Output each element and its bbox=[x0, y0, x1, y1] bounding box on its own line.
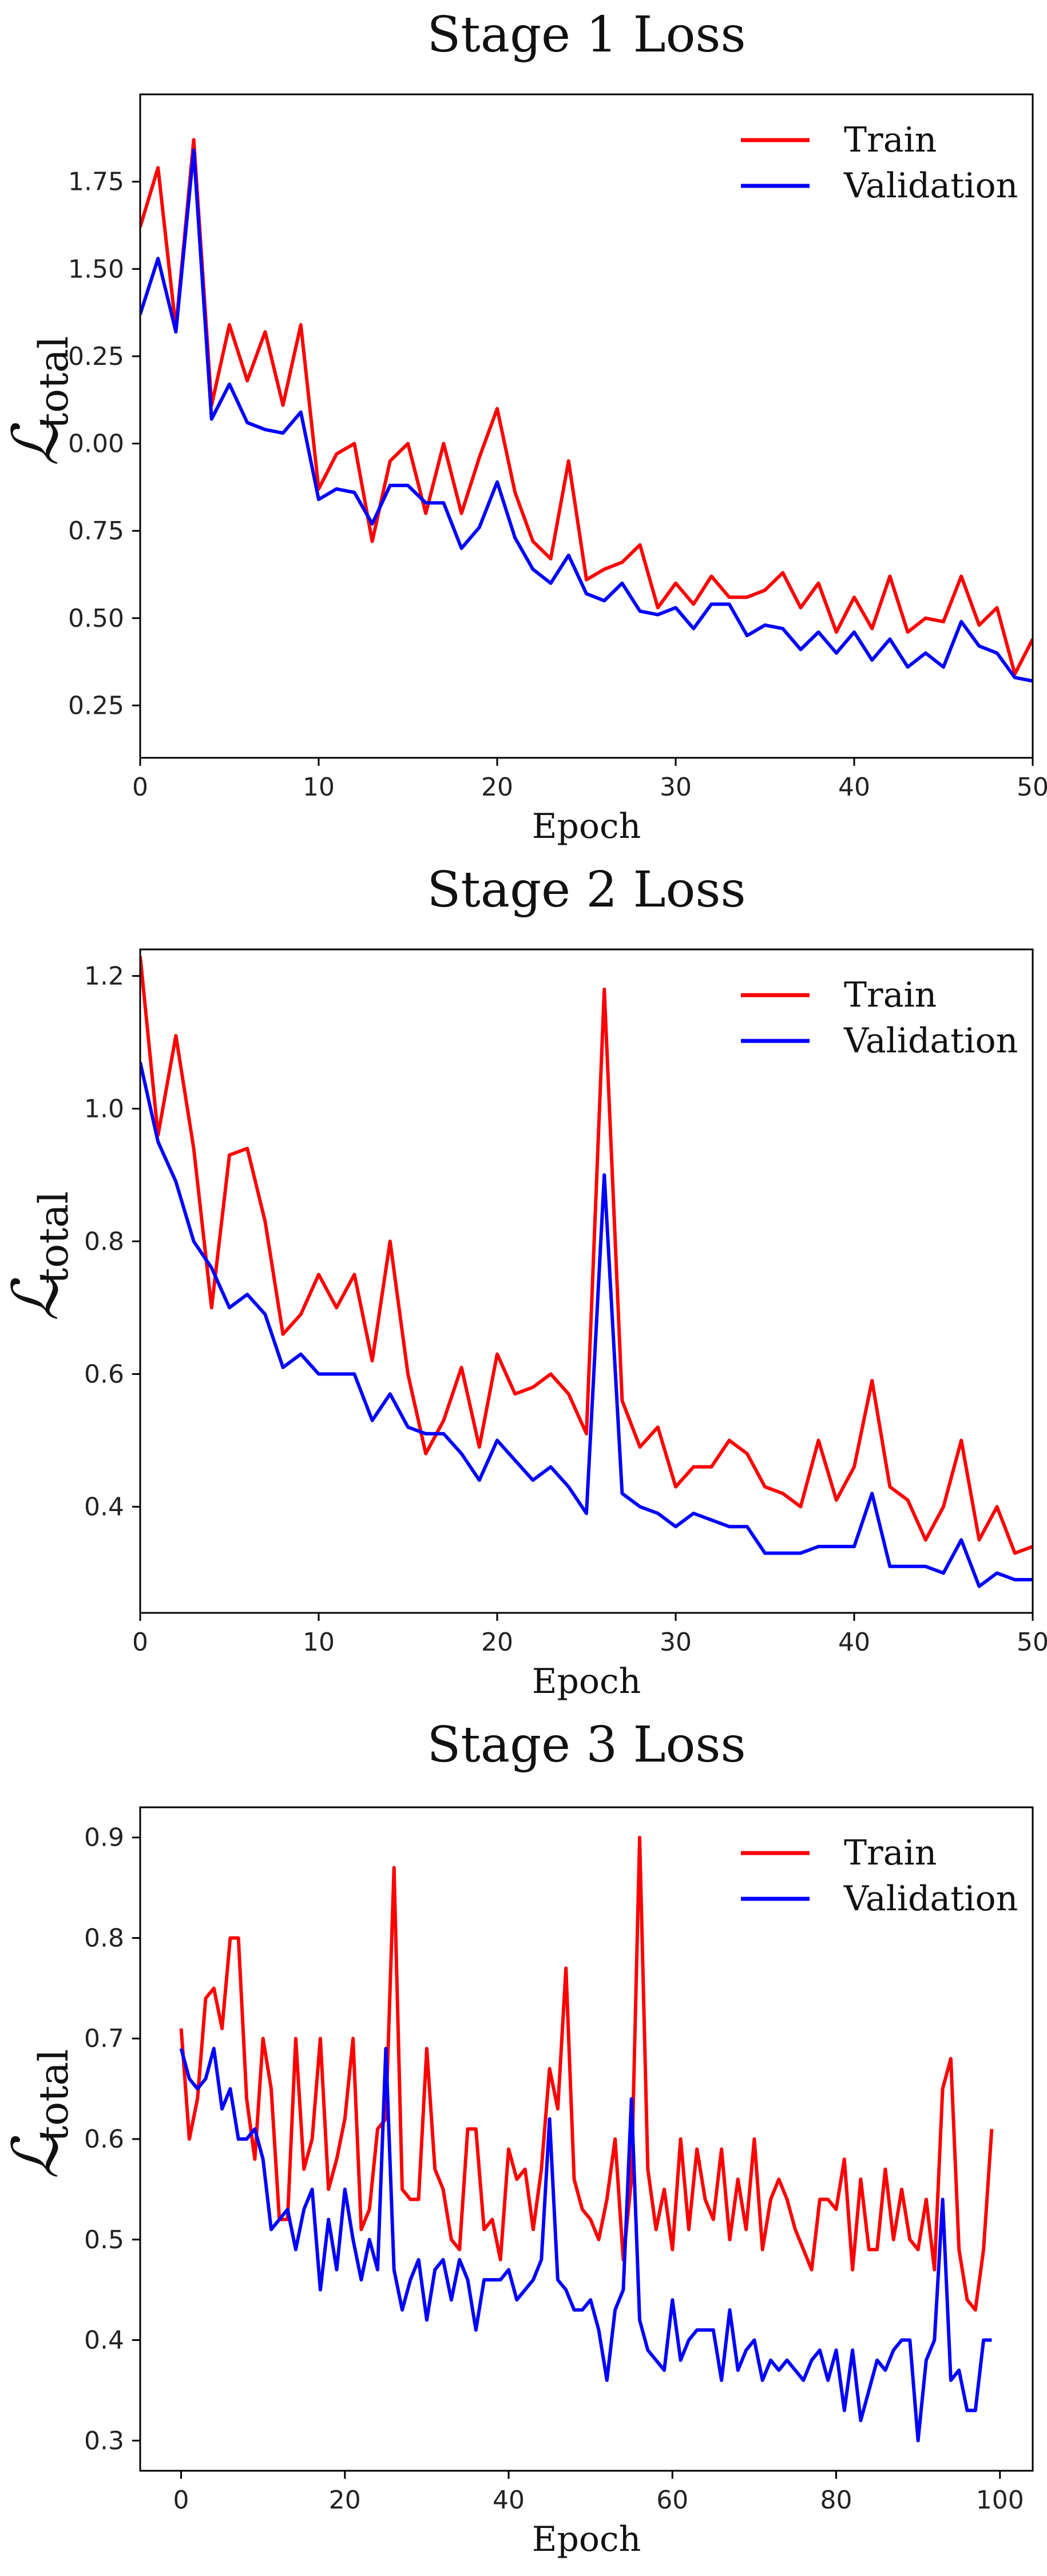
chart2-title: Stage 2 Loss bbox=[427, 861, 745, 919]
chart2-xtick-label: 20 bbox=[481, 1628, 513, 1657]
chart1-xtick-label: 0 bbox=[132, 773, 148, 802]
chart1-series-validation-line bbox=[140, 148, 1033, 683]
chart3-xtick-label: 40 bbox=[493, 2486, 525, 2515]
chart3-ytick-label: 0.4 bbox=[84, 2326, 124, 2355]
chart3-ylabel-sub: total bbox=[30, 2049, 77, 2142]
chart2-ylabel-sub: total bbox=[30, 1191, 77, 1284]
chart3-xlabel: Epoch bbox=[532, 2519, 641, 2559]
chart1-xtick-label: 20 bbox=[481, 773, 513, 802]
chart1-ytick-label: 0.25 bbox=[68, 691, 124, 720]
chart1-xtick-label: 30 bbox=[660, 773, 692, 802]
chart2-xtick-label: 0 bbox=[132, 1628, 148, 1657]
chart2-xtick-label: 50 bbox=[1017, 1628, 1047, 1657]
chart3-ytick-label: 0.7 bbox=[84, 2024, 124, 2053]
chart3-ytick-label: 0.9 bbox=[84, 1823, 124, 1853]
chart2-series-validation-line bbox=[140, 1062, 1033, 1588]
chart2-ytick-label: 0.6 bbox=[84, 1359, 124, 1389]
chart3-series-train-line bbox=[179, 1835, 994, 2312]
chart3-ytick-label: 0.8 bbox=[84, 1923, 124, 1953]
chart1-ytick-label: 0.75 bbox=[68, 516, 124, 546]
chart3-xtick-label: 60 bbox=[656, 2486, 688, 2515]
chart1-ytick-label: 0.00 bbox=[68, 430, 124, 459]
chart3: Stage 3 Loss 0 20 40 60 80 100 0.3 0.4 0.5 0.6 0.7 0… bbox=[0, 1716, 1034, 2559]
chart3-xtick-label: 0 bbox=[173, 2486, 189, 2515]
chart2-ytick-label: 0.8 bbox=[84, 1227, 124, 1256]
chart3-ytick-label: 0.3 bbox=[84, 2426, 124, 2455]
chart2-legend-validation-label: Validation bbox=[843, 1021, 1018, 1061]
chart3-ytick-label: 0.6 bbox=[84, 2125, 124, 2154]
chart1-series-train-line bbox=[140, 138, 1033, 676]
chart2-xtick-label: 30 bbox=[660, 1628, 692, 1657]
chart3-title: Stage 3 Loss bbox=[427, 1716, 745, 1774]
chart1-axes-frame bbox=[139, 93, 1034, 759]
chart2-legend-train-label: Train bbox=[844, 975, 937, 1015]
chart2: Stage 2 Loss 0 10 20 30 40 50 0.4 0.6 0.8 1.0 1.2 Ep… bbox=[0, 861, 1047, 1702]
chart2-ytick-label: 1.0 bbox=[84, 1094, 124, 1123]
chart1-xlabel: Epoch bbox=[532, 806, 641, 846]
chart2-series-train-line bbox=[140, 956, 1033, 1555]
chart1-xtick-label: 10 bbox=[303, 773, 335, 802]
chart1-ylabel-main: ℒ bbox=[0, 419, 72, 466]
chart1: Stage 1 Loss 0 10 20 30 40 50 0.25 0.50 0.75 0.00 0… bbox=[0, 6, 1047, 846]
chart1-ytick-label: 1.75 bbox=[68, 168, 124, 197]
chart1-xtick-label: 50 bbox=[1017, 773, 1047, 802]
chart1-ylabel-sub: total bbox=[30, 336, 77, 429]
chart2-axes-frame bbox=[139, 948, 1034, 1614]
chart1-ytick-label: 1.50 bbox=[68, 255, 124, 284]
chart2-xlabel: Epoch bbox=[532, 1661, 641, 1702]
chart3-ylabel-main: ℒ bbox=[0, 2132, 72, 2179]
chart1-legend-train-label: Train bbox=[844, 120, 937, 160]
chart3-ytick-label: 0.5 bbox=[84, 2225, 124, 2255]
chart2-xtick-label: 40 bbox=[838, 1628, 870, 1657]
chart2-ytick-label: 0.4 bbox=[84, 1492, 124, 1521]
chart3-legend-train-label: Train bbox=[844, 1833, 937, 1873]
chart2-ylabel-main: ℒ bbox=[0, 1274, 72, 1321]
chart1-title: Stage 1 Loss bbox=[427, 6, 745, 63]
chart1-legend-validation-label: Validation bbox=[843, 166, 1018, 206]
chart3-xtick-label: 100 bbox=[976, 2486, 1024, 2515]
chart3-xtick-label: 20 bbox=[329, 2486, 361, 2515]
chart2-xtick-label: 10 bbox=[303, 1628, 335, 1657]
chart1-xtick-label: 40 bbox=[838, 773, 870, 802]
chart1-ytick-label: 0.25 bbox=[68, 342, 124, 371]
chart3-xtick-label: 80 bbox=[820, 2486, 852, 2515]
chart3-legend-validation-label: Validation bbox=[843, 1879, 1018, 1919]
chart2-ytick-label: 1.2 bbox=[84, 961, 124, 991]
chart3-series-validation-line bbox=[179, 2046, 992, 2443]
chart1-ytick-label: 0.50 bbox=[68, 604, 124, 633]
